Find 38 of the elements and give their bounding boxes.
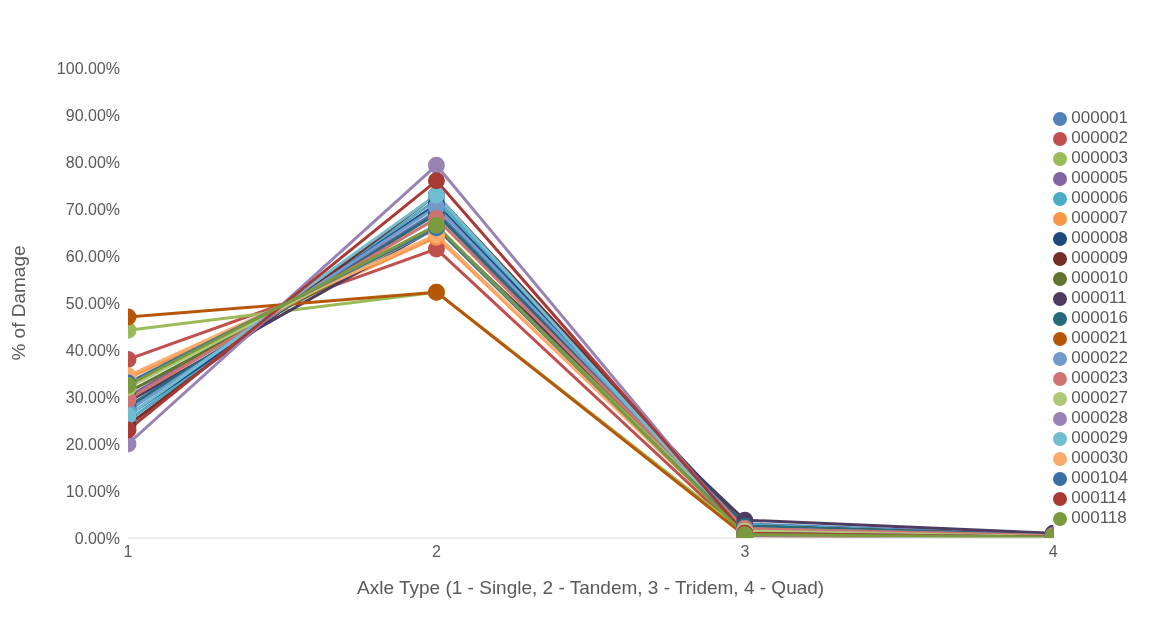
legend-label: 000118	[1071, 508, 1127, 527]
legend-label: 000008	[1071, 228, 1128, 247]
y-tick-label: 20.00%	[65, 435, 120, 453]
legend-label: 000022	[1071, 348, 1128, 367]
y-tick-label: 0.00%	[74, 529, 120, 547]
y-tick-label: 50.00%	[65, 294, 120, 312]
x-tick-label: 3	[740, 543, 750, 561]
y-axis-title: % of Damage	[7, 245, 29, 361]
x-axis-title: Axle Type (1 - Single, 2 - Tandem, 3 - Tridem, 4 - Quad)	[357, 577, 825, 598]
legend-label: 000104	[1071, 468, 1128, 487]
legend-label: 000010	[1071, 268, 1128, 287]
legend-label: 000029	[1071, 428, 1128, 447]
legend-label: 000006	[1071, 188, 1128, 207]
legend-label: 000028	[1071, 408, 1128, 427]
y-tick-label: 10.00%	[65, 482, 120, 500]
x-tick-label: 1	[123, 543, 133, 561]
y-tick-label: 100.00%	[56, 59, 120, 77]
legend-label: 000016	[1071, 308, 1128, 327]
y-tick-label: 40.00%	[65, 341, 120, 359]
legend-label: 000007	[1071, 208, 1128, 227]
y-tick-label: 80.00%	[65, 153, 120, 171]
legend-label: 000002	[1071, 128, 1128, 147]
y-tick-label: 90.00%	[65, 106, 120, 124]
y-tick-label: 60.00%	[65, 247, 120, 265]
legend-label: 000021	[1071, 328, 1128, 347]
legend-label: 000011	[1071, 288, 1127, 307]
legend-label: 000027	[1071, 388, 1128, 407]
legend-label: 000003	[1071, 148, 1128, 167]
x-tick-label: 4	[1048, 543, 1058, 561]
legend-label: 000030	[1071, 448, 1128, 467]
legend-label: 000009	[1071, 248, 1128, 267]
x-tick-label: 2	[431, 543, 441, 561]
y-tick-label: 70.00%	[65, 200, 120, 218]
legend-label: 000023	[1071, 368, 1128, 387]
legend-label: 000001	[1071, 108, 1128, 127]
legend-label: 000005	[1071, 168, 1128, 187]
legend-label: 000114	[1071, 488, 1127, 507]
y-tick-label: 30.00%	[65, 388, 120, 406]
